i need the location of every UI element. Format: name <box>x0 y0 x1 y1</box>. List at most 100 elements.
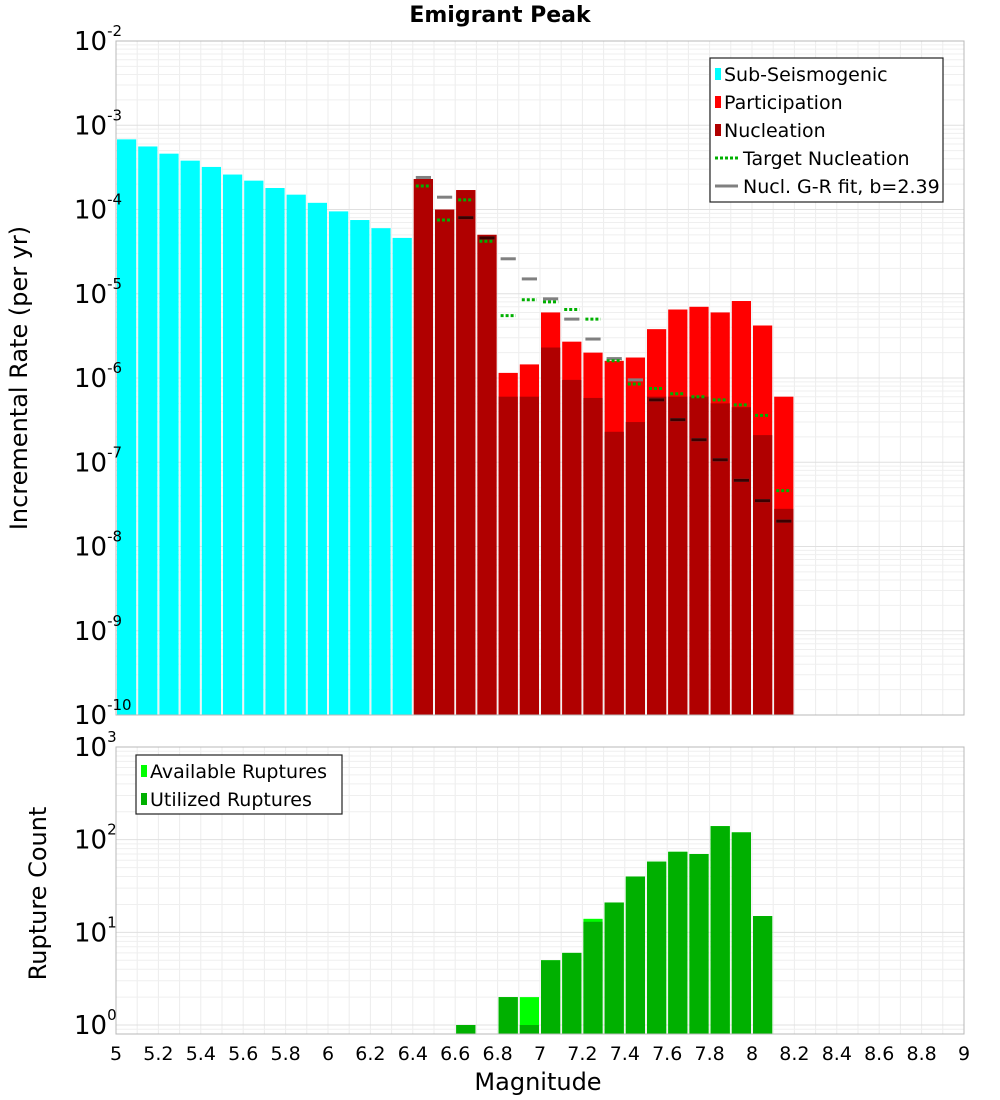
utilized-ruptures-bar <box>604 902 624 1034</box>
utilized-ruptures-bar <box>647 861 667 1034</box>
sub-seismogenic-bar <box>180 160 200 716</box>
rate-plot-border <box>115 40 965 716</box>
nucleation-bar <box>647 396 667 715</box>
legend-label: Utilized Ruptures <box>150 789 312 811</box>
y-tick-exponent: 2 <box>107 821 117 839</box>
nucleation-bar <box>477 234 497 716</box>
utilized-ruptures-bar <box>562 952 582 1034</box>
x-tick-label: 7.8 <box>694 1043 724 1065</box>
y-tick-exponent: -6 <box>107 359 122 377</box>
y-tick-exponent: -10 <box>107 696 132 714</box>
sub-seismogenic-bar <box>159 153 179 715</box>
sub-seismogenic-bar <box>307 202 327 715</box>
nucleation-bar <box>668 396 688 715</box>
nucleation-bar <box>435 209 455 715</box>
y-tick-exponent: -4 <box>107 191 122 209</box>
legend-swatch <box>715 124 721 136</box>
x-tick-label: 8.4 <box>822 1043 852 1065</box>
count-plot-border <box>115 746 965 1035</box>
y-tick-label: 102 <box>74 821 117 856</box>
sub-seismogenic-bar <box>265 187 285 715</box>
nucleation-bar <box>625 422 645 715</box>
count-legend: Available Ruptures Utilized Ruptures <box>135 754 343 815</box>
chart-title: Emigrant Peak <box>409 3 592 28</box>
nucleation-bar <box>583 397 603 715</box>
x-tick-label: 8.6 <box>864 1043 894 1065</box>
nucleation-bar <box>541 347 561 715</box>
x-tick-label: 8.2 <box>779 1043 809 1065</box>
nucleation-bar <box>456 190 476 716</box>
legend-label: Target Nucleation <box>742 148 910 170</box>
y-tick-exponent: 1 <box>107 913 117 931</box>
y-tick-exponent: -8 <box>107 528 122 546</box>
legend-box <box>709 57 944 203</box>
y-tick-label: 10-5 <box>74 275 122 310</box>
y-tick-exponent: -9 <box>107 612 122 630</box>
sub-seismogenic-bar <box>201 166 221 716</box>
rate-y-axis-label: Incremental Rate (per yr) <box>5 226 33 530</box>
utilized-ruptures-bar <box>498 997 518 1034</box>
rate-panel: 10-10 10-9 10-8 10-7 10-6 10-5 10-4 10-3 10-2 In… <box>5 22 965 731</box>
x-tick-label: 5.8 <box>270 1043 300 1065</box>
y-tick-label: 103 <box>74 728 117 763</box>
x-tick-label: 5.6 <box>228 1043 258 1065</box>
x-tick-label: 5 <box>110 1043 122 1065</box>
y-tick-label: 10-6 <box>74 359 122 394</box>
nucleation-bar <box>753 435 773 715</box>
utilized-ruptures-bar <box>456 1025 476 1034</box>
utilized-ruptures-bar <box>689 854 709 1034</box>
legend-label: Available Ruptures <box>150 761 327 783</box>
rate-bars <box>117 139 794 716</box>
legend-swatch <box>715 96 721 108</box>
legend-swatch <box>141 765 147 777</box>
y-tick-label: 10-4 <box>74 191 122 226</box>
nucleation-bar <box>731 407 751 715</box>
nucleation-bar <box>519 396 539 715</box>
y-tick-exponent: -2 <box>107 22 122 40</box>
sub-seismogenic-bar <box>329 211 349 716</box>
x-tick-label: 7 <box>534 1043 546 1065</box>
nucleation-bar <box>413 179 433 716</box>
count-bars <box>456 826 773 1034</box>
x-tick-label: 6 <box>322 1043 334 1065</box>
y-tick-label: 10-8 <box>74 528 122 563</box>
legend-swatch <box>141 793 147 805</box>
utilized-ruptures-bar <box>519 1025 539 1034</box>
nucleation-bar <box>604 431 624 715</box>
legend-label: Nucleation <box>724 120 826 142</box>
legend-box <box>135 754 343 815</box>
sub-seismogenic-bar <box>244 180 264 716</box>
utilized-ruptures-bar <box>710 826 730 1034</box>
y-tick-exponent: -7 <box>107 443 122 461</box>
sub-seismogenic-bar <box>117 139 137 715</box>
nucleation-bar <box>710 403 730 715</box>
utilized-ruptures-bar <box>753 916 773 1034</box>
utilized-ruptures-bar <box>583 921 603 1034</box>
x-tick-label: 5.4 <box>186 1043 216 1065</box>
sub-seismogenic-bar <box>223 174 243 715</box>
x-tick-label: 8.8 <box>906 1043 936 1065</box>
available-ruptures-bar <box>519 997 539 1034</box>
y-tick-exponent: 3 <box>107 728 117 746</box>
y-tick-exponent: -3 <box>107 106 122 124</box>
nucleation-bar <box>562 379 582 715</box>
count-y-axis-label: Rupture Count <box>24 807 52 981</box>
x-tick-label: 7.6 <box>652 1043 682 1065</box>
utilized-ruptures-bar <box>541 960 561 1034</box>
sub-seismogenic-bar <box>138 146 158 716</box>
legend-label: Nucl. G-R fit, b=2.39 <box>743 176 940 198</box>
sub-seismogenic-bar <box>350 220 370 715</box>
legend-label: Participation <box>724 92 843 114</box>
sub-seismogenic-bar <box>392 237 412 715</box>
utilized-ruptures-bar <box>625 876 645 1034</box>
legend-label: Sub-Seismogenic <box>724 64 888 86</box>
sub-seismogenic-bar <box>371 228 391 716</box>
x-tick-label: 7.4 <box>610 1043 640 1065</box>
nucleation-bar <box>498 396 518 715</box>
y-tick-exponent: 0 <box>107 1006 117 1024</box>
x-tick-label: 9 <box>958 1043 970 1065</box>
x-tick-label: 6.6 <box>440 1043 470 1065</box>
